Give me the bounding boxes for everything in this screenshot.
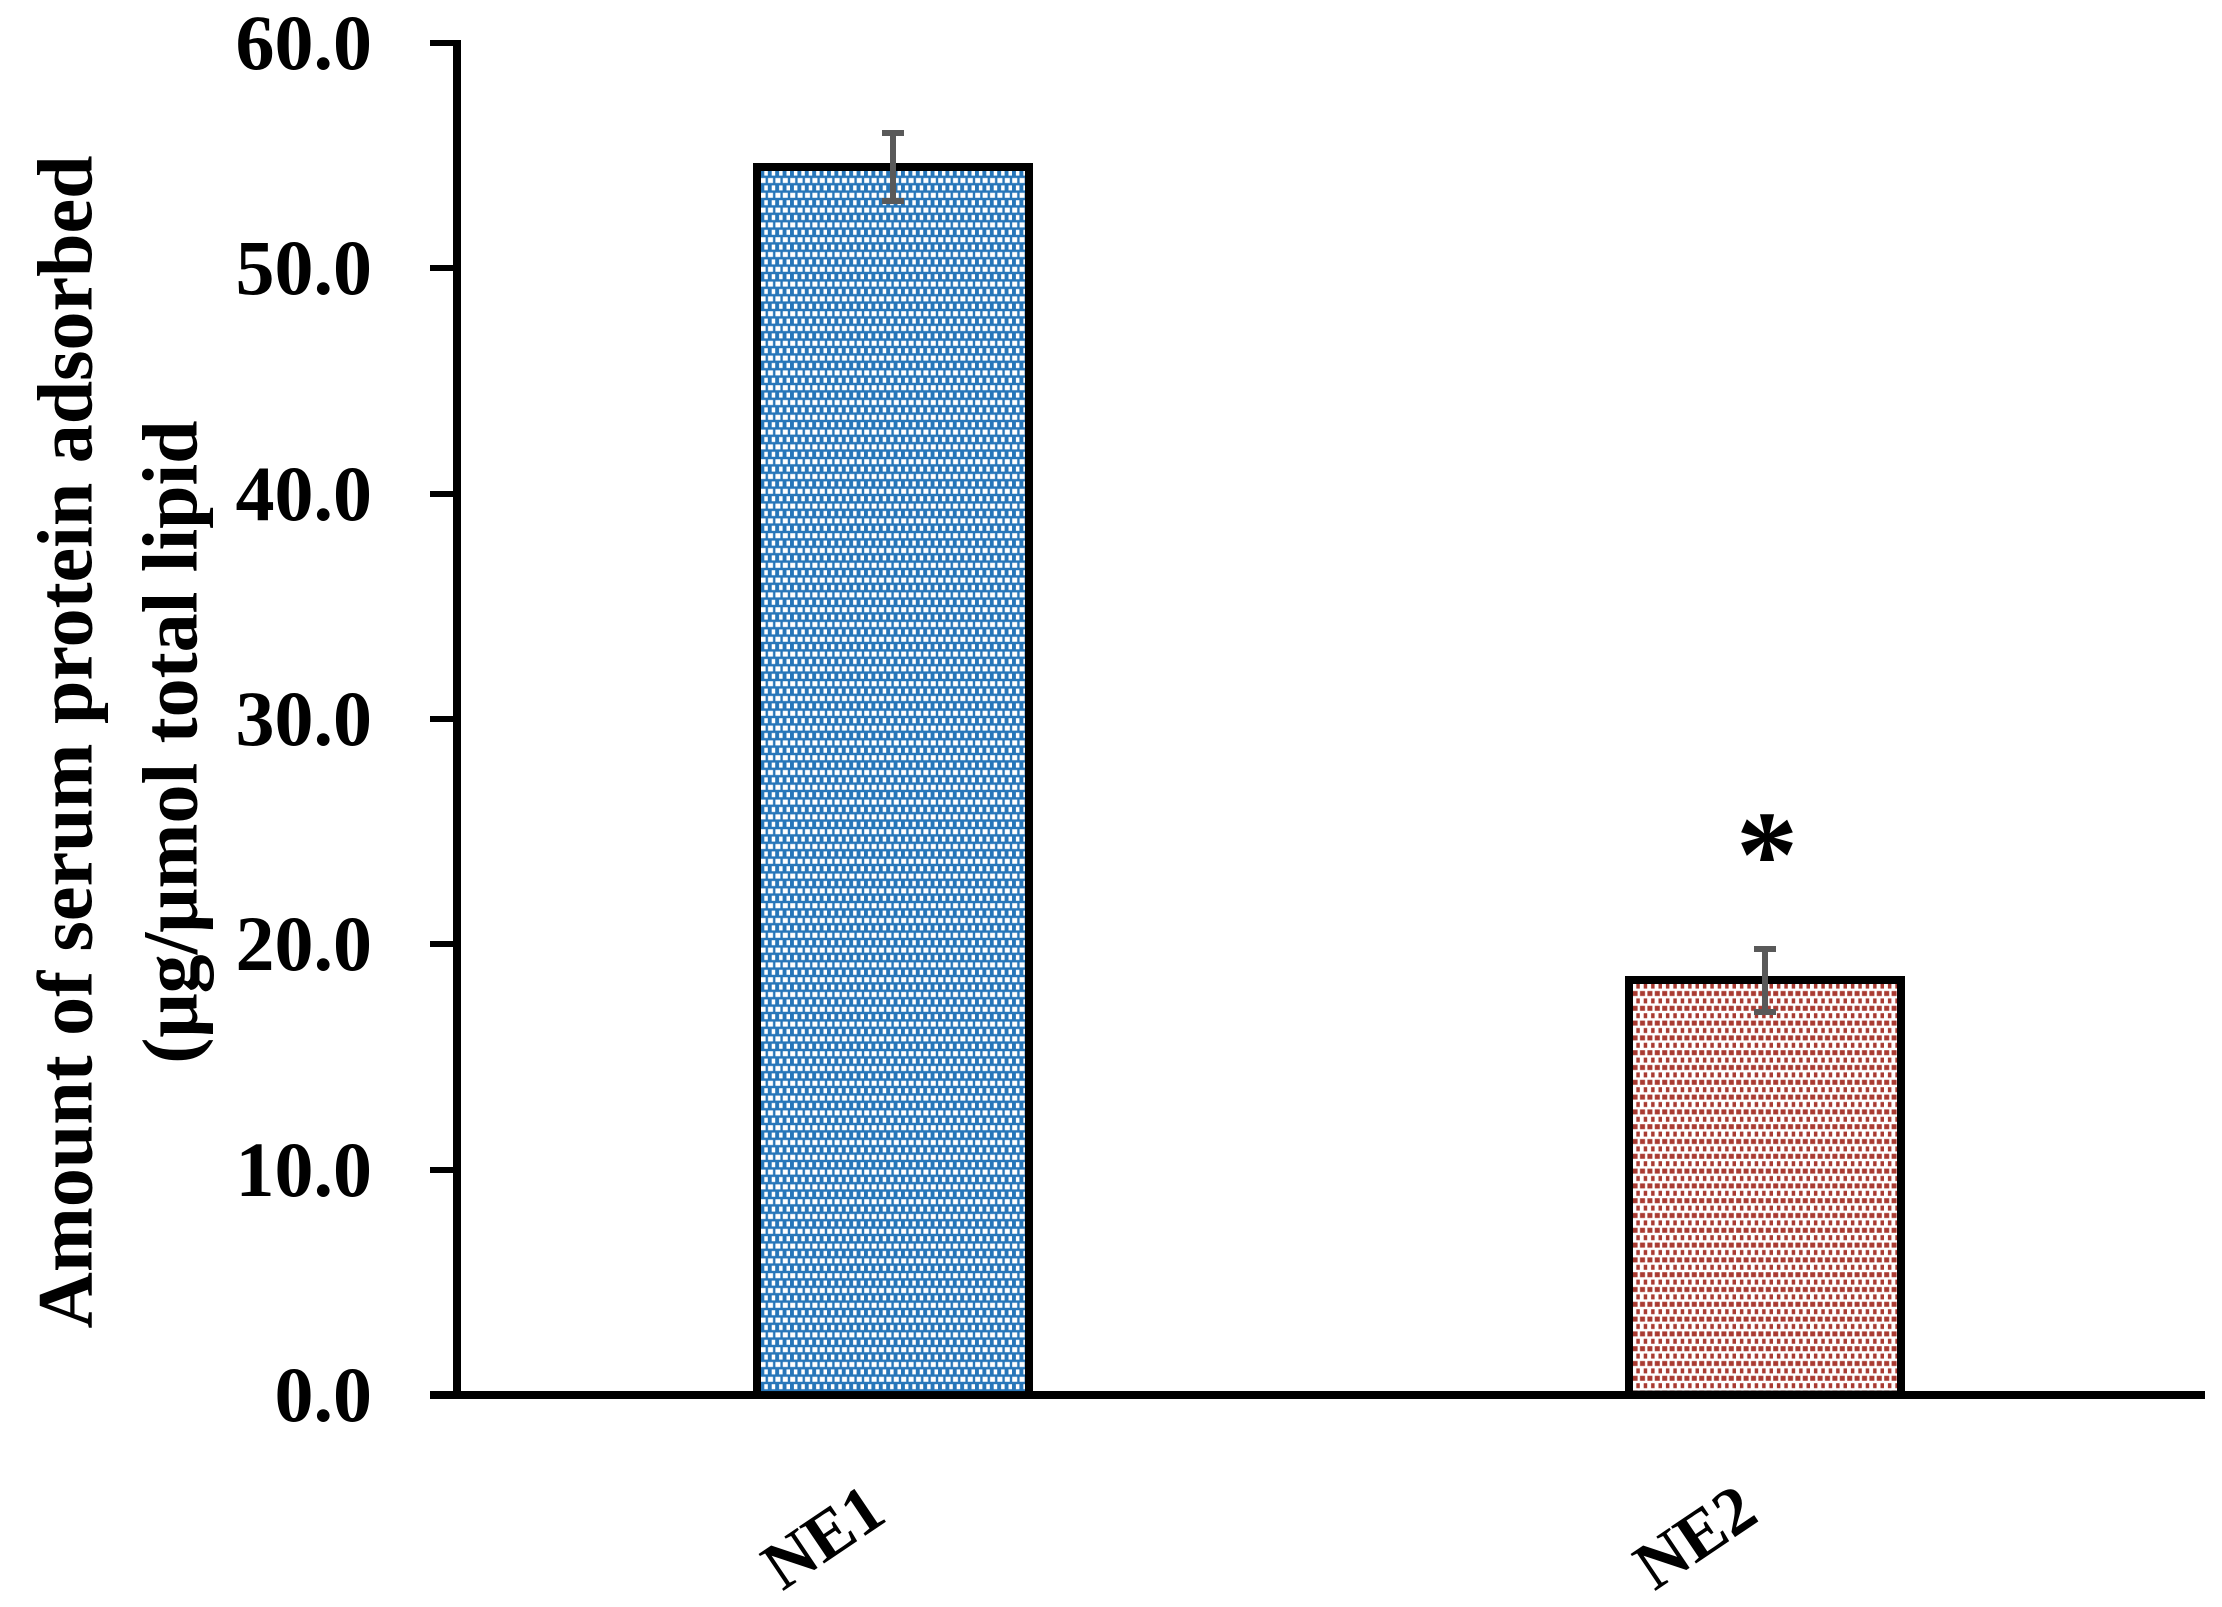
y-tick-label: 40.0 [235,449,373,537]
x-axis-line [430,1391,2205,1399]
error-bar-line [1762,948,1768,1012]
bar-ne1 [753,162,1033,1399]
y-tick-mark [430,1392,457,1398]
error-bar-cap [882,197,904,204]
y-tick-label: 50.0 [235,224,373,312]
y-axis-line [453,40,461,1399]
bar-ne2 [1625,976,1905,1399]
y-tick-mark [430,490,457,497]
y-axis-title-line1: Amount of serum protein adsorbed [21,155,109,1329]
error-bar-cap [1754,945,1776,952]
y-tick-mark [430,40,457,46]
y-tick-label: 60.0 [235,0,373,86]
error-bar-cap [882,130,904,137]
significance-asterisk: * [1736,785,1798,923]
y-tick-mark [430,716,457,722]
y-tick-label: 30.0 [235,675,373,762]
error-bar-cap [1754,1008,1776,1015]
x-category-label: NE1 [748,1469,898,1605]
y-tick-mark [430,1166,457,1173]
y-tick-label: 20.0 [235,900,373,988]
x-category-label: NE2 [1620,1469,1770,1605]
y-tick-mark [430,265,457,272]
y-tick-label: 0.0 [274,1351,373,1438]
y-tick-label: 10.0 [235,1125,373,1213]
y-tick-mark [430,941,457,948]
error-bar-line [890,133,896,201]
